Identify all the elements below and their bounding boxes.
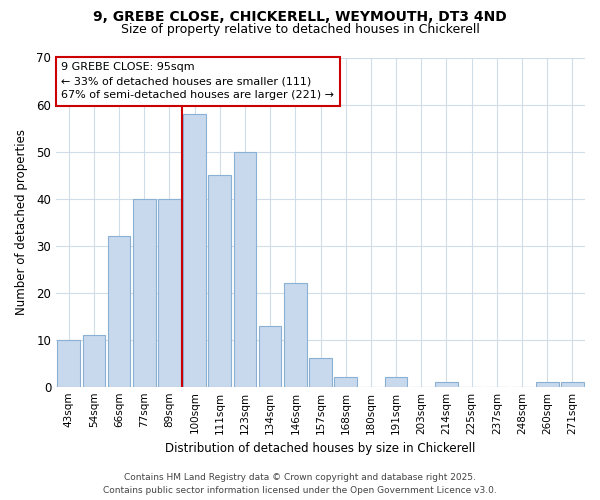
Bar [284, 283, 307, 387]
Bar [536, 382, 559, 386]
Bar [83, 335, 105, 386]
Bar [58, 340, 80, 386]
Text: 9 GREBE CLOSE: 95sqm
← 33% of detached houses are smaller (111)
67% of semi-deta: 9 GREBE CLOSE: 95sqm ← 33% of detached h… [61, 62, 334, 100]
Text: 9, GREBE CLOSE, CHICKERELL, WEYMOUTH, DT3 4ND: 9, GREBE CLOSE, CHICKERELL, WEYMOUTH, DT… [93, 10, 507, 24]
Bar [435, 382, 458, 386]
Bar [561, 382, 584, 386]
Y-axis label: Number of detached properties: Number of detached properties [15, 129, 28, 315]
Text: Contains HM Land Registry data © Crown copyright and database right 2025.
Contai: Contains HM Land Registry data © Crown c… [103, 473, 497, 495]
Text: Size of property relative to detached houses in Chickerell: Size of property relative to detached ho… [121, 22, 479, 36]
Bar [385, 378, 407, 386]
Bar [108, 236, 130, 386]
Bar [233, 152, 256, 386]
Bar [309, 358, 332, 386]
Bar [208, 175, 231, 386]
X-axis label: Distribution of detached houses by size in Chickerell: Distribution of detached houses by size … [166, 442, 476, 455]
Bar [158, 198, 181, 386]
Bar [259, 326, 281, 386]
Bar [183, 114, 206, 386]
Bar [133, 198, 155, 386]
Bar [334, 378, 357, 386]
